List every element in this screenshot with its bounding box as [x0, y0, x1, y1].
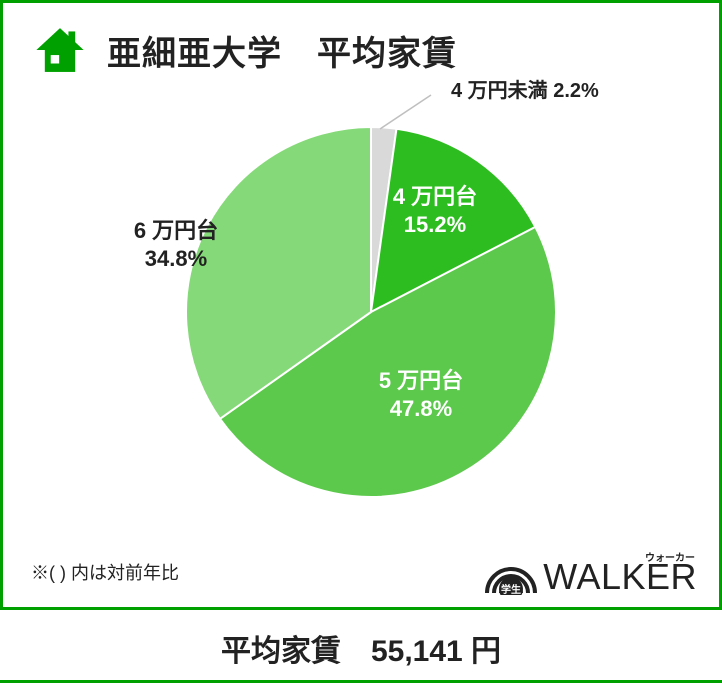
pie-chart: 4 万円未満 2.2%4 万円台15.2%5 万円台47.8%6 万円台34.8…: [31, 87, 691, 527]
logo-wordmark-wrap: ウォーカー WALKER: [543, 559, 697, 595]
slice-label-under4: 4 万円未満 2.2%: [451, 79, 599, 104]
slice-label-6man: 6 万円台34.8%: [134, 217, 218, 272]
logo-ruby: ウォーカー: [645, 549, 695, 564]
brand-logo: 学生 ウォーカー WALKER: [483, 549, 697, 595]
house-icon: [33, 23, 87, 77]
footnote: ※( ) 内は対前年比: [31, 559, 179, 585]
card: 亜細亜大学 平均家賃 4 万円未満 2.2% 4 万円台15.2% 5 万円台47.…: [0, 0, 722, 610]
pie-svg: [31, 87, 691, 527]
logo-badge-text: 学生: [501, 583, 521, 595]
summary-row: 平均家賃 55,141 円: [0, 610, 722, 683]
page-title: 亜細亜大学 平均家賃: [107, 26, 457, 75]
slice-label-4man: 4 万円台15.2%: [393, 183, 477, 238]
slice-label-5man: 5 万円台47.8%: [379, 367, 463, 422]
logo-arcs-icon: 学生: [483, 549, 539, 595]
header: 亜細亜大学 平均家賃: [3, 3, 719, 87]
summary-value: 55,141 円: [371, 635, 501, 668]
summary-label: 平均家賃: [221, 635, 341, 668]
summary: 平均家賃 55,141 円: [0, 610, 722, 670]
